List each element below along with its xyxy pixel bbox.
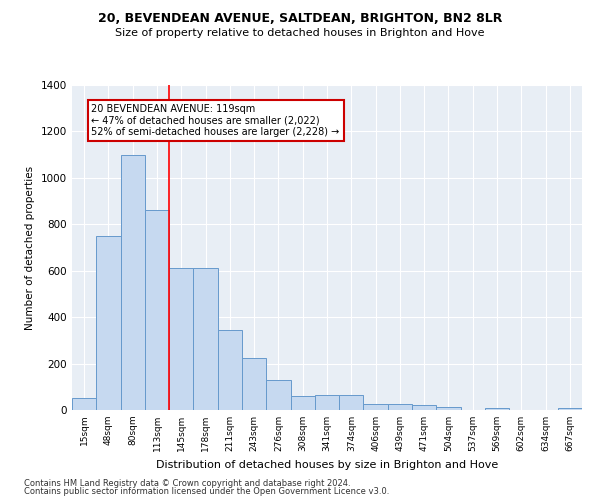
Bar <box>266 380 290 410</box>
Bar <box>485 408 509 410</box>
Bar <box>72 398 96 410</box>
Bar <box>339 395 364 410</box>
Bar <box>412 406 436 410</box>
Bar <box>169 268 193 410</box>
Bar <box>558 408 582 410</box>
Bar <box>364 404 388 410</box>
Bar <box>242 358 266 410</box>
Bar <box>145 210 169 410</box>
Text: Contains public sector information licensed under the Open Government Licence v3: Contains public sector information licen… <box>24 487 389 496</box>
Bar <box>315 395 339 410</box>
Bar <box>388 404 412 410</box>
Bar <box>193 268 218 410</box>
Bar <box>218 330 242 410</box>
Bar <box>436 406 461 410</box>
Text: 20 BEVENDEAN AVENUE: 119sqm
← 47% of detached houses are smaller (2,022)
52% of : 20 BEVENDEAN AVENUE: 119sqm ← 47% of det… <box>91 104 340 137</box>
X-axis label: Distribution of detached houses by size in Brighton and Hove: Distribution of detached houses by size … <box>156 460 498 469</box>
Bar <box>121 154 145 410</box>
Bar <box>290 396 315 410</box>
Text: Size of property relative to detached houses in Brighton and Hove: Size of property relative to detached ho… <box>115 28 485 38</box>
Bar <box>96 236 121 410</box>
Y-axis label: Number of detached properties: Number of detached properties <box>25 166 35 330</box>
Text: Contains HM Land Registry data © Crown copyright and database right 2024.: Contains HM Land Registry data © Crown c… <box>24 478 350 488</box>
Text: 20, BEVENDEAN AVENUE, SALTDEAN, BRIGHTON, BN2 8LR: 20, BEVENDEAN AVENUE, SALTDEAN, BRIGHTON… <box>98 12 502 26</box>
